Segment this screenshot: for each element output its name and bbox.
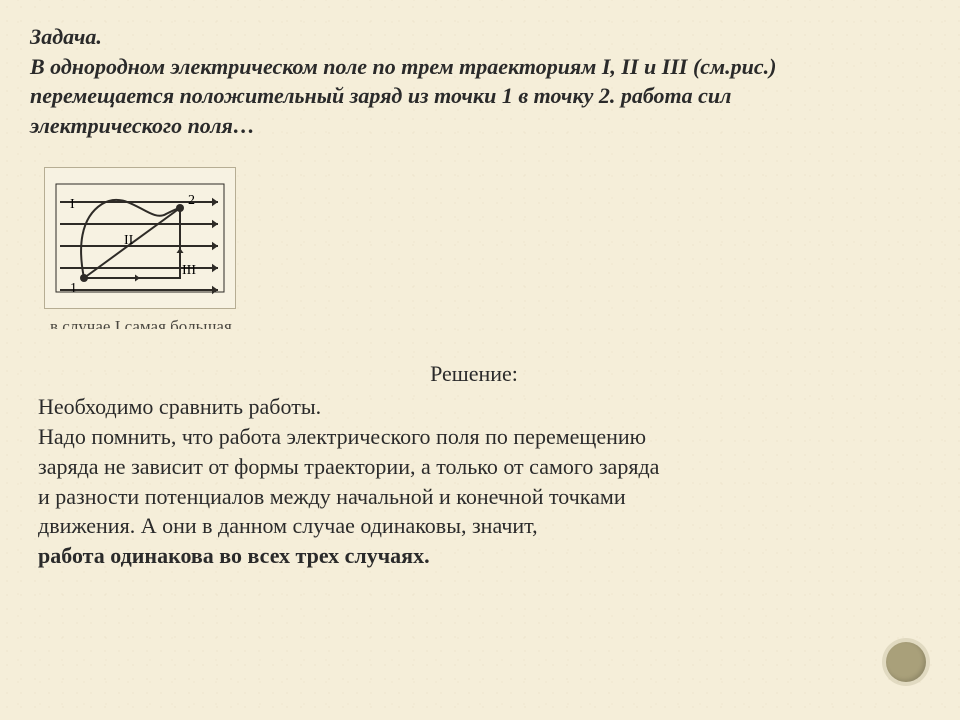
slide: Задача. В однородном электрическом поле … xyxy=(0,0,960,591)
solution-block: Решение: Необходимо сравнить работы. Над… xyxy=(30,359,930,571)
problem-line-2: перемещается положительный заряд из точк… xyxy=(30,83,731,108)
solution-line-5: движения. А они в данном случае одинаков… xyxy=(38,511,910,541)
solution-answer: работа одинакова во всех трех случаях. xyxy=(38,541,910,571)
solution-line-4: и разности потенциалов между начальной и… xyxy=(38,482,910,512)
problem-line-1: В однородном электрическом поле по трем … xyxy=(30,54,776,79)
problem-statement: Задача. В однородном электрическом поле … xyxy=(30,22,930,141)
clipped-option-text: в случае I самая большая xyxy=(50,317,270,329)
decorative-corner-dot-icon xyxy=(886,642,926,682)
trajectories-diagram: 12IIIIII xyxy=(50,178,230,298)
svg-text:II: II xyxy=(124,233,134,248)
solution-line-3: заряда не зависит от формы траектории, а… xyxy=(38,452,910,482)
figure-box: 12IIIIII xyxy=(44,167,236,309)
solution-heading: Решение: xyxy=(234,359,714,389)
solution-line-1: Необходимо сравнить работы. xyxy=(38,392,910,422)
svg-text:III: III xyxy=(182,263,196,278)
problem-title: Задача. xyxy=(30,24,102,49)
solution-line-2: Надо помнить, что работа электрического … xyxy=(38,422,910,452)
svg-text:I: I xyxy=(70,197,75,212)
problem-line-3: электрического поля… xyxy=(30,113,255,138)
svg-text:2: 2 xyxy=(188,193,195,208)
svg-text:1: 1 xyxy=(70,281,77,296)
